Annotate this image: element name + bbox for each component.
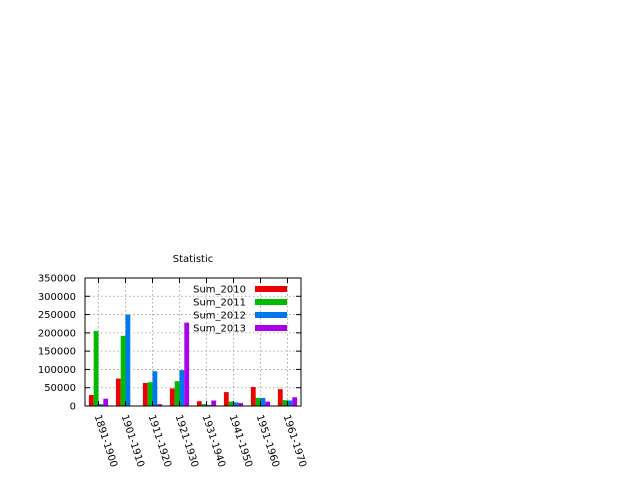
bar-sum-2010 — [196, 401, 202, 406]
bar-sum-2011 — [93, 331, 99, 406]
x-tick-label: 1901-1910 — [119, 414, 146, 469]
x-tick-label: 1941-1950 — [227, 414, 254, 469]
legend-swatch — [255, 299, 287, 305]
legend-label: Sum_2012 — [193, 311, 246, 322]
chart-title: Statistic — [173, 254, 214, 265]
bar-sum-2010 — [223, 392, 229, 406]
bar-sum-2011 — [282, 400, 288, 406]
legend-label: Sum_2011 — [193, 298, 246, 309]
bar-sum-2013 — [265, 401, 271, 406]
bar-sum-2012 — [260, 397, 266, 406]
bar-sum-2010 — [142, 382, 148, 406]
legend-label: Sum_2013 — [193, 324, 246, 335]
bar-sum-2013 — [211, 400, 217, 406]
bar-sum-2012 — [287, 400, 293, 406]
y-tick-label: 300000 — [38, 292, 76, 303]
x-tick-label: 1961-1970 — [281, 414, 308, 469]
bar-sum-2011 — [147, 382, 153, 406]
legend-swatch — [255, 286, 287, 292]
bar-sum-2010 — [250, 386, 256, 406]
bar-sum-2013 — [292, 397, 298, 406]
y-tick-label: 50000 — [44, 383, 76, 394]
x-tick-label: 1931-1940 — [200, 414, 227, 469]
bar-sum-2013 — [103, 398, 109, 406]
x-tick-label: 1921-1930 — [173, 414, 200, 469]
bar-sum-2011 — [228, 401, 234, 406]
bar-sum-2010 — [277, 389, 283, 406]
y-tick-label: 100000 — [38, 365, 76, 376]
legend: Sum_2010 Sum_2011 Sum_2012 Sum_2013 — [193, 285, 287, 335]
bar-sum-2010 — [169, 388, 175, 406]
y-axis: 0 50000 100000 150000 200000 250000 300000 3500… — [38, 274, 301, 413]
x-tick-label: 1951-1960 — [254, 414, 281, 469]
bar-sum-2011 — [201, 404, 207, 406]
bars — [88, 314, 298, 406]
legend-swatch — [255, 312, 287, 318]
legend-swatch — [255, 325, 287, 331]
bar-sum-2013 — [184, 322, 190, 406]
bar-sum-2012 — [233, 402, 239, 406]
bar-sum-2012 — [179, 370, 185, 406]
y-tick-label: 200000 — [38, 328, 76, 339]
x-tick-label: 1911-1920 — [146, 414, 173, 469]
bar-sum-2011 — [120, 335, 126, 406]
bar-sum-2010 — [115, 378, 121, 406]
y-tick-label: 150000 — [38, 347, 76, 358]
bar-sum-2012 — [152, 371, 158, 406]
bar-sum-2010 — [88, 395, 94, 406]
y-tick-label: 350000 — [38, 274, 76, 285]
plot-frame — [84, 277, 302, 407]
y-tick-label: 250000 — [38, 310, 76, 321]
bar-sum-2013 — [157, 404, 163, 406]
bar-sum-2012 — [206, 404, 212, 406]
x-tick-label: 1891-1900 — [92, 414, 119, 469]
bar-sum-2011 — [174, 381, 180, 406]
bar-sum-2013 — [238, 403, 244, 406]
bar-sum-2012 — [125, 314, 131, 406]
bar-sum-2012 — [98, 404, 104, 406]
legend-label: Sum_2010 — [193, 285, 246, 296]
y-tick-label: 0 — [70, 402, 76, 413]
bar-sum-2011 — [255, 397, 261, 406]
